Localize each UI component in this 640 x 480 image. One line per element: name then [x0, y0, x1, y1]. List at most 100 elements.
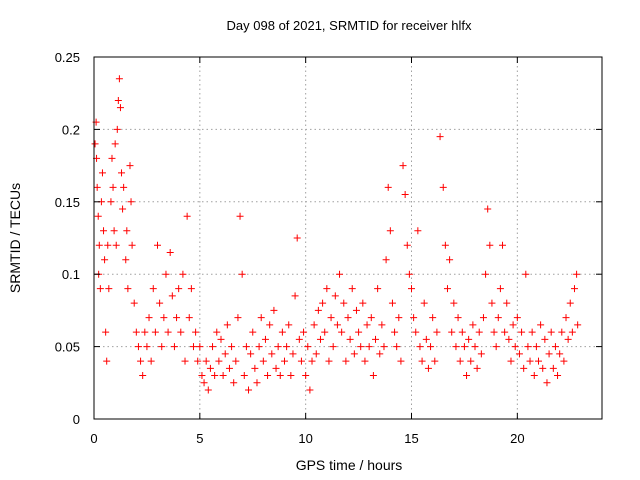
data-point — [257, 314, 265, 322]
data-point — [202, 357, 210, 365]
data-point — [482, 270, 490, 278]
data-point — [537, 321, 545, 329]
data-point — [336, 270, 344, 278]
data-point — [486, 241, 494, 249]
data-points — [91, 75, 582, 394]
data-point — [410, 314, 418, 322]
data-point — [543, 379, 551, 387]
data-point — [123, 227, 131, 235]
data-point — [126, 162, 134, 170]
data-point — [505, 335, 513, 343]
data-point — [429, 314, 437, 322]
data-point — [198, 372, 206, 380]
data-point — [232, 357, 240, 365]
data-point — [122, 256, 130, 264]
data-point — [173, 314, 181, 322]
data-point — [302, 372, 310, 380]
data-point — [331, 292, 339, 300]
data-point — [391, 328, 399, 336]
data-point — [412, 328, 420, 336]
axis-ticks: 0 5 10 15 20 0 0.05 0.1 0.15 0.2 0.25 — [55, 50, 602, 446]
data-point — [181, 357, 189, 365]
data-point — [209, 343, 217, 351]
data-point — [350, 350, 358, 358]
data-point — [446, 256, 454, 264]
data-point — [382, 256, 390, 264]
data-point — [179, 270, 187, 278]
data-point — [321, 328, 329, 336]
data-point — [204, 386, 212, 394]
data-point — [475, 328, 483, 336]
data-point — [149, 285, 157, 293]
data-point — [293, 234, 301, 242]
data-point — [160, 314, 168, 322]
data-point — [278, 328, 286, 336]
data-point — [528, 328, 536, 336]
data-point — [185, 314, 193, 322]
y-tick-label: 0.05 — [55, 340, 80, 355]
x-tick-label: 0 — [90, 431, 97, 446]
data-point — [574, 321, 582, 329]
data-point — [162, 270, 170, 278]
data-point — [137, 357, 145, 365]
data-point — [570, 285, 578, 293]
data-point — [255, 343, 263, 351]
data-point — [352, 306, 360, 314]
data-point — [134, 343, 142, 351]
data-point — [473, 364, 481, 372]
data-point — [393, 343, 401, 351]
data-point — [154, 241, 161, 249]
data-point — [342, 357, 350, 365]
data-point — [496, 285, 504, 293]
data-point — [560, 357, 568, 365]
data-point — [418, 357, 426, 365]
data-point — [249, 328, 257, 336]
x-tick-label: 10 — [298, 431, 312, 446]
data-point — [253, 379, 261, 387]
data-point — [127, 198, 135, 206]
data-point — [477, 350, 485, 358]
data-point — [276, 372, 284, 380]
data-point — [297, 357, 305, 365]
data-point — [130, 299, 138, 307]
data-point — [158, 343, 166, 351]
data-point — [535, 357, 542, 365]
data-point — [151, 328, 159, 336]
data-point — [300, 328, 308, 336]
data-point — [420, 299, 428, 307]
data-point — [327, 314, 335, 322]
data-point — [456, 357, 464, 365]
data-point — [346, 335, 354, 343]
data-point — [524, 343, 532, 351]
data-point — [266, 321, 274, 329]
data-point — [170, 343, 178, 351]
data-point — [539, 364, 547, 372]
data-point — [194, 357, 202, 365]
data-point — [562, 314, 570, 322]
x-axis-label: GPS time / hours — [296, 457, 403, 473]
data-point — [206, 364, 214, 372]
data-point — [281, 357, 288, 365]
data-point — [467, 357, 475, 365]
data-point — [234, 314, 242, 322]
data-point — [566, 299, 574, 307]
data-point — [316, 335, 324, 343]
data-point — [522, 270, 530, 278]
data-point — [189, 343, 197, 351]
data-point — [120, 183, 128, 191]
data-point — [443, 285, 451, 293]
data-point — [143, 343, 151, 351]
data-point — [558, 328, 566, 336]
data-point — [479, 314, 487, 322]
data-point — [414, 227, 422, 235]
data-point — [454, 314, 462, 322]
data-point — [217, 335, 225, 343]
data-point — [526, 357, 534, 365]
plot-frame — [93, 56, 603, 420]
data-point — [102, 328, 110, 336]
data-point — [103, 357, 111, 365]
data-point — [556, 350, 564, 358]
data-point — [264, 372, 272, 380]
data-point — [101, 256, 109, 264]
data-point — [549, 364, 557, 372]
